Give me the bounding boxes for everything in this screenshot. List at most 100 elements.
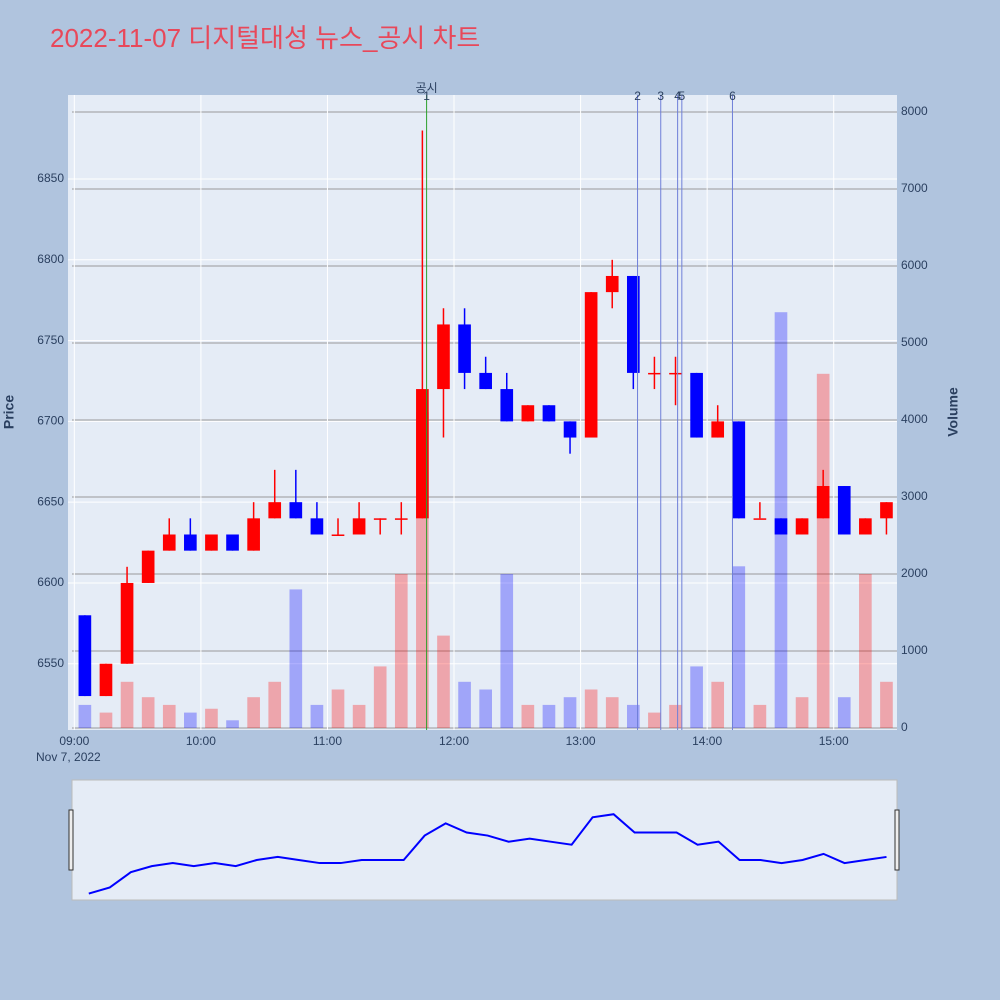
candle-body bbox=[310, 518, 324, 535]
volume-bar bbox=[542, 704, 556, 728]
candle-body bbox=[78, 615, 92, 697]
x-tick-label: 12:00 bbox=[439, 734, 469, 748]
x-tick-label: 09:00 bbox=[59, 734, 89, 748]
y2-tick-label: 3000 bbox=[901, 489, 928, 503]
candle-body bbox=[331, 534, 345, 536]
y-tick-label: 6750 bbox=[37, 333, 64, 347]
volume-bar bbox=[837, 697, 851, 728]
volume-bar bbox=[563, 697, 577, 728]
volume-bar bbox=[711, 681, 725, 728]
candle-body bbox=[247, 518, 260, 551]
announcement-label: 1 bbox=[423, 89, 430, 103]
candle-body bbox=[626, 275, 640, 373]
volume-bar bbox=[732, 566, 746, 728]
candle-body bbox=[648, 372, 661, 375]
candle-body bbox=[711, 421, 725, 438]
candle-body bbox=[458, 324, 471, 373]
volume-bar bbox=[226, 720, 239, 728]
y2-tick-label: 1000 bbox=[901, 643, 928, 657]
announcement-title: 공시 bbox=[416, 81, 438, 95]
volume-bar bbox=[373, 666, 387, 728]
volume-bar bbox=[669, 704, 682, 728]
volume-bar bbox=[458, 681, 471, 728]
volume-bar bbox=[120, 681, 134, 728]
x-tick-label: 15:00 bbox=[819, 734, 849, 748]
candle-body bbox=[584, 292, 598, 438]
y2-tick-label: 4000 bbox=[901, 412, 928, 426]
range-slider[interactable] bbox=[71, 779, 898, 901]
candle-body bbox=[416, 389, 429, 519]
slider-handle[interactable] bbox=[68, 809, 74, 871]
volume-bar bbox=[352, 704, 366, 728]
candle-body bbox=[816, 486, 830, 519]
volume-bar bbox=[605, 697, 619, 728]
volume-bar bbox=[521, 704, 535, 728]
volume-bar bbox=[437, 635, 450, 728]
candle-body bbox=[859, 518, 872, 535]
announcement-label: 4 bbox=[674, 89, 681, 103]
volume-bar bbox=[816, 373, 830, 728]
x-tick-label: 10:00 bbox=[186, 734, 216, 748]
volume-bar bbox=[99, 712, 113, 728]
y-tick-label: 6700 bbox=[37, 414, 64, 428]
y2-tick-label: 2000 bbox=[901, 566, 928, 580]
announcement-label: 3 bbox=[657, 89, 664, 103]
volume-bar bbox=[584, 689, 598, 728]
candle-body bbox=[162, 534, 176, 551]
candle-body bbox=[226, 534, 239, 551]
candle-body bbox=[479, 372, 492, 390]
candle-body bbox=[289, 502, 303, 519]
candle-body bbox=[837, 486, 851, 535]
volume-bar bbox=[205, 708, 218, 728]
slider-line bbox=[88, 813, 887, 895]
candle-body bbox=[669, 372, 682, 375]
volume-bar bbox=[795, 697, 809, 728]
x-date-label: Nov 7, 2022 bbox=[36, 750, 101, 764]
y2-tick-label: 5000 bbox=[901, 335, 928, 349]
x-tick-label: 13:00 bbox=[566, 734, 596, 748]
y2-tick-label: 8000 bbox=[901, 104, 928, 118]
candle-body bbox=[500, 389, 514, 422]
volume-bar bbox=[880, 681, 893, 728]
volume-bar bbox=[331, 689, 345, 728]
y2-tick-label: 6000 bbox=[901, 258, 928, 272]
volume-bar bbox=[500, 574, 514, 728]
volume-bar bbox=[141, 697, 155, 728]
y-axis-title: Price bbox=[1, 395, 17, 429]
y-tick-label: 6600 bbox=[37, 575, 64, 589]
x-tick-label: 14:00 bbox=[692, 734, 722, 748]
candle-body bbox=[542, 405, 556, 422]
slider-handle[interactable] bbox=[894, 809, 900, 871]
volume-bar bbox=[479, 689, 492, 728]
candle-body bbox=[753, 518, 767, 520]
y-tick-label: 6650 bbox=[37, 494, 64, 508]
candle-body bbox=[373, 518, 387, 520]
candle-body bbox=[795, 518, 809, 535]
y-tick-label: 6850 bbox=[37, 171, 64, 185]
candle-body bbox=[521, 405, 535, 422]
candle-body bbox=[690, 372, 703, 438]
candle-body bbox=[99, 663, 113, 697]
candle-body bbox=[880, 502, 893, 519]
volume-bar bbox=[162, 704, 176, 728]
volume-bar bbox=[648, 712, 661, 728]
plot-area bbox=[68, 95, 897, 730]
chart-title: 2022-11-07 디지털대성 뉴스_공시 차트 bbox=[50, 23, 480, 53]
candle-body bbox=[774, 518, 788, 535]
volume-bar bbox=[626, 704, 640, 728]
volume-bar bbox=[859, 574, 872, 728]
announcement-label: 2 bbox=[634, 89, 641, 103]
volume-bar bbox=[247, 697, 260, 728]
y2-tick-label: 0 bbox=[901, 720, 908, 734]
candle-body bbox=[184, 534, 197, 551]
volume-bar bbox=[310, 704, 324, 728]
volume-bar bbox=[394, 574, 408, 728]
candle-body bbox=[394, 518, 408, 520]
y2-axis-title: Volume bbox=[945, 387, 961, 437]
announcement-label: 5 bbox=[678, 89, 685, 103]
y-tick-label: 6800 bbox=[37, 252, 64, 266]
candle-body bbox=[141, 550, 155, 583]
candle-body bbox=[563, 421, 577, 438]
volume-bar bbox=[184, 712, 197, 728]
